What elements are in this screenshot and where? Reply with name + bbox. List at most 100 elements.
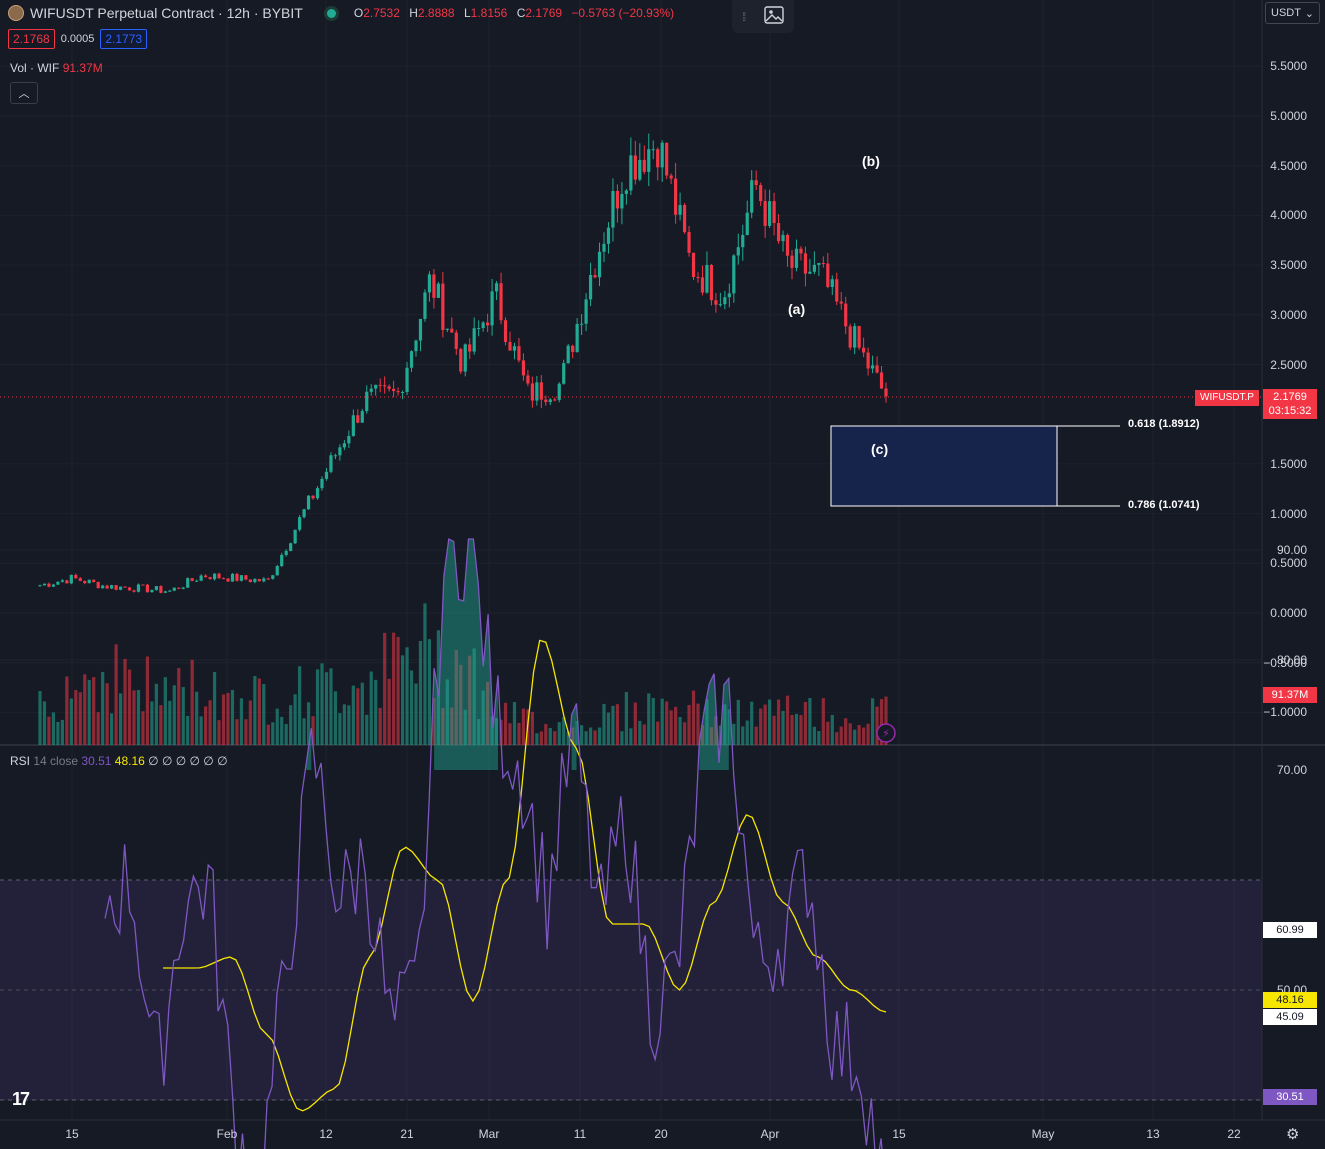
candle-body: [248, 579, 252, 583]
volume-bar: [360, 682, 364, 745]
image-icon[interactable]: [764, 6, 784, 27]
volume-bar: [884, 696, 888, 745]
candle-body: [356, 415, 360, 423]
volume-bar: [195, 691, 199, 745]
candle-body: [208, 577, 212, 580]
volume-bar: [42, 701, 47, 745]
volume-bar: [338, 713, 342, 745]
volume-bar: [239, 698, 244, 745]
candle-body: [736, 247, 740, 256]
candle-body: [763, 201, 767, 226]
rsi-overbought-area: [571, 703, 577, 770]
candle-body: [794, 248, 799, 268]
volume-bar: [365, 714, 369, 745]
volume-bar: [342, 704, 346, 745]
time-tick-label: Feb: [216, 1127, 238, 1141]
open-value: 2.7532: [363, 6, 400, 20]
drag-handle-icon[interactable]: ⁞⁞: [741, 9, 746, 24]
candle-body: [405, 367, 409, 393]
volume-bar: [105, 683, 109, 745]
candle-body: [781, 234, 785, 242]
candle-body: [656, 149, 660, 168]
symbol-price-tag: WIFUSDT.P: [1195, 390, 1259, 406]
volume-bar: [141, 711, 145, 745]
market-status-icon[interactable]: [326, 8, 336, 18]
volume-tag: 91.37M: [1263, 687, 1317, 703]
volume-bar: [745, 720, 749, 745]
candle-body: [696, 277, 700, 279]
volume-bar: [177, 667, 181, 745]
volume-bar: [575, 720, 579, 745]
candle-body: [230, 573, 235, 582]
volume-bar: [566, 731, 570, 745]
price-tick-label: 0.0000: [1270, 606, 1307, 620]
volume-bar: [78, 692, 82, 745]
volume-bar: [481, 690, 485, 745]
spread-value: 0.0005: [60, 33, 95, 45]
price-tick-label: 4.0000: [1270, 208, 1307, 223]
fib-786-label: 0.786 (1.0741): [1128, 499, 1200, 511]
tradingview-logo[interactable]: 17: [12, 1089, 30, 1109]
candle-body: [803, 253, 808, 274]
candle-body: [875, 365, 879, 373]
candle-body: [544, 399, 548, 403]
candle-body: [602, 243, 606, 252]
time-tick-label: 22: [1227, 1127, 1241, 1141]
volume-bar: [633, 702, 637, 745]
candle-body: [687, 232, 691, 253]
volume-bar: [253, 676, 257, 745]
volume-bar: [794, 713, 799, 745]
candle-body: [338, 447, 342, 456]
candle-body: [212, 573, 217, 580]
sell-price-button[interactable]: 2.1768: [8, 29, 55, 49]
candle-body: [745, 212, 749, 235]
time-tick-label: 21: [400, 1127, 414, 1141]
candle-body: [620, 193, 624, 209]
candle-body: [101, 585, 105, 589]
volume-legend[interactable]: Vol · WIF 91.37M: [10, 61, 103, 75]
candle-body: [65, 580, 69, 584]
volume-bar: [271, 722, 275, 745]
volume-bar: [65, 676, 69, 745]
buy-price-button[interactable]: 2.1773: [100, 29, 148, 49]
volume-bar: [427, 639, 432, 745]
rsi-overbought-area: [434, 539, 498, 770]
volume-bar: [870, 698, 875, 745]
volume-bar: [521, 708, 526, 745]
candle-body: [266, 578, 270, 580]
volume-bar: [441, 708, 445, 745]
candle-body: [817, 262, 821, 265]
time-tick-label: 11: [573, 1127, 587, 1141]
candle-body: [562, 363, 566, 384]
candle-body: [709, 264, 714, 301]
candle-body: [571, 345, 575, 352]
volume-bar: [450, 707, 454, 745]
volume-bar: [56, 721, 60, 745]
gear-icon[interactable]: ⚙: [1286, 1126, 1300, 1143]
candle-body: [494, 283, 499, 292]
candle-body: [785, 234, 790, 256]
candle-body: [839, 301, 843, 304]
candle-body: [584, 299, 588, 324]
candle-body: [432, 274, 436, 298]
candle-body: [262, 578, 266, 582]
candle-body: [60, 580, 64, 582]
volume-bar: [414, 683, 418, 745]
time-tick-label: 15: [892, 1127, 906, 1141]
candle-body: [503, 320, 508, 342]
rsi-legend[interactable]: RSI 14 close 30.51 48.16 ∅ ∅ ∅ ∅ ∅ ∅: [10, 754, 228, 768]
symbol-title[interactable]: WIFUSDT Perpetual Contract · 12h · BYBIT: [30, 5, 303, 21]
volume-bar: [539, 731, 543, 745]
candle-body: [848, 326, 852, 348]
rsi-overbought-fill: [306, 539, 729, 770]
price-tick-label: 3.5000: [1270, 258, 1307, 273]
event-flash-icon[interactable]: [876, 723, 896, 743]
currency-select[interactable]: USDT ⌄: [1265, 2, 1320, 24]
candle-body: [351, 415, 355, 436]
candle-body: [866, 352, 870, 369]
rsi-badge-45: 45.09: [1263, 1009, 1317, 1025]
collapse-legend-button[interactable]: ︿: [10, 82, 38, 104]
bid-ask: 2.1768 0.0005 2.1773: [8, 29, 148, 49]
volume-bar: [204, 706, 208, 745]
